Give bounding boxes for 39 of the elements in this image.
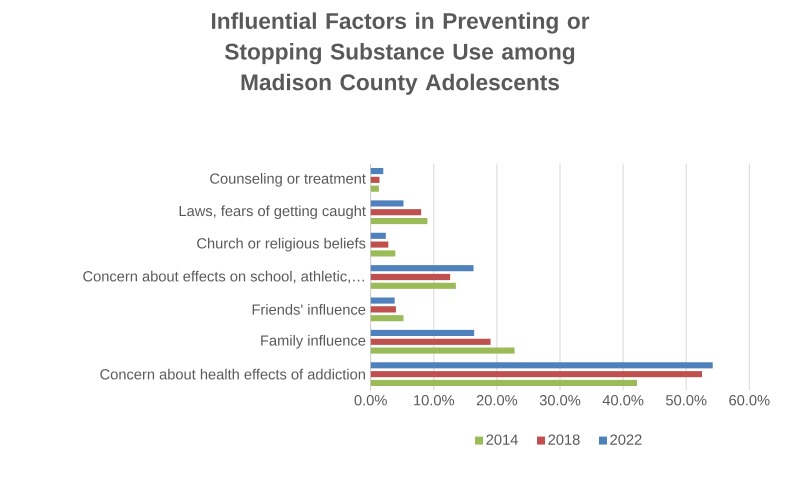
chart-title: Influential Factors in Preventing or Stopping Substance Use among Madison County Adolescents [212,12,590,95]
y-tick-label: Concern about effects on school, athletic,… [83,270,364,284]
bar [370,209,422,216]
y-tick-label: Family influence [261,334,366,349]
legend-label: 2018 [548,434,580,445]
bar [370,242,388,248]
x-tick-label: 20.0% [476,395,518,406]
y-tick-label: Concern about health effects of addiction [100,368,365,380]
y-tick-label: Church or religious beliefs [197,238,366,252]
bar [370,347,515,354]
bar [370,176,380,183]
bar [370,315,404,322]
legend-label: 2014 [486,434,518,445]
x-tick-label: 0.0% [354,395,387,406]
bar [370,298,395,304]
bar [370,282,456,289]
legend-label: 2022 [610,434,642,445]
bar [370,371,702,378]
y-tick-label: Friends' influence [252,304,366,315]
bar [370,265,474,272]
bar [370,330,474,336]
x-tick-label: 50.0% [666,395,706,406]
bar [370,168,384,174]
bar [370,306,396,312]
y-tick-label: Laws, fears of getting caught [180,205,366,220]
bar [370,218,428,224]
bar [370,362,713,368]
x-tick-label: 40.0% [602,395,644,406]
x-tick-label: 60.0% [729,395,770,406]
bar [370,380,637,386]
bar [370,232,386,239]
y-tick-label: Counseling or treatment [210,173,366,187]
x-tick-label: 10.0% [414,395,454,406]
x-tick-label: 30.0% [540,395,580,406]
bar [370,338,491,345]
bar [370,186,379,192]
bar [370,200,404,207]
bar [370,250,396,256]
bar [370,274,450,280]
